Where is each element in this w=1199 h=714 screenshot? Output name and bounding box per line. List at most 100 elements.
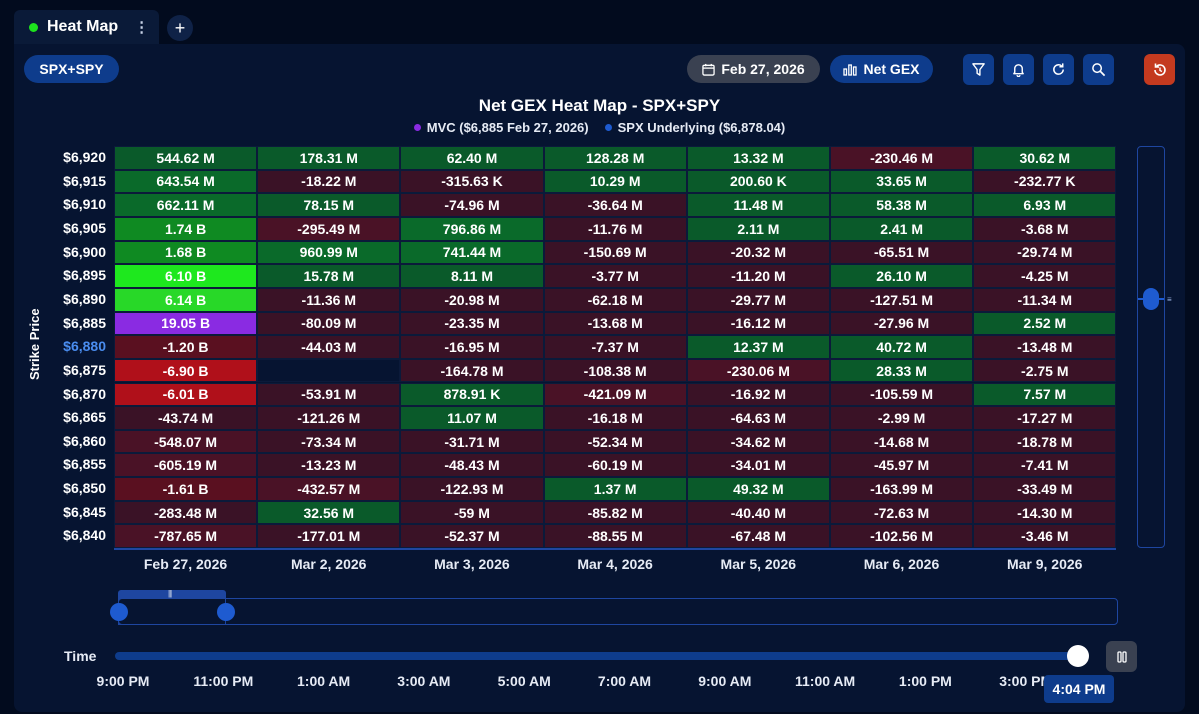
heatmap-cell[interactable]: 62.40 M <box>400 146 544 170</box>
heatmap-cell[interactable]: -16.95 M <box>400 335 544 359</box>
heatmap-cell[interactable]: -53.91 M <box>257 382 401 407</box>
heatmap-cell[interactable]: -1.20 B <box>114 335 258 359</box>
heatmap-cell[interactable]: -16.18 M <box>543 406 687 430</box>
heatmap-cell[interactable]: -23.35 M <box>400 311 544 336</box>
heatmap-cell[interactable]: -67.48 M <box>686 524 830 549</box>
legend-item-mvc[interactable]: MVC ($6,885 Feb 27, 2026) <box>413 120 589 135</box>
heatmap-cell[interactable]: -7.41 M <box>973 453 1117 478</box>
heatmap-cell[interactable]: -13.68 M <box>543 311 687 336</box>
vertical-slider-handle[interactable] <box>1143 288 1159 310</box>
heatmap-cell[interactable]: 12.37 M <box>686 335 830 359</box>
heatmap-cell[interactable]: -11.34 M <box>973 287 1117 312</box>
heatmap-cell[interactable]: -283.48 M <box>114 500 258 525</box>
heatmap-cell[interactable]: -18.78 M <box>973 429 1117 454</box>
heatmap-cell[interactable]: 11.07 M <box>400 406 544 430</box>
heatmap-cell[interactable]: 741.44 M <box>400 240 544 265</box>
time-slider-handle[interactable] <box>1067 645 1089 667</box>
heatmap-cell[interactable]: -16.92 M <box>686 382 830 407</box>
heatmap-cell[interactable]: 32.56 M <box>257 500 401 525</box>
heatmap-cell[interactable]: -7.37 M <box>543 335 687 359</box>
heatmap-cell[interactable]: -150.69 M <box>543 240 687 265</box>
heatmap-cell[interactable]: -3.77 M <box>543 264 687 288</box>
heatmap-cell[interactable]: -31.71 M <box>400 429 544 454</box>
heatmap-cell[interactable]: 19.05 B <box>114 311 258 336</box>
horizontal-slider-left-handle[interactable] <box>110 603 128 621</box>
heatmap-cell[interactable]: -40.40 M <box>686 500 830 525</box>
heatmap-cell[interactable]: -163.99 M <box>830 477 974 501</box>
heatmap-cell[interactable]: 128.28 M <box>543 146 687 170</box>
heatmap-cell[interactable]: -60.19 M <box>543 453 687 478</box>
heatmap-cell[interactable]: -127.51 M <box>830 287 974 312</box>
heatmap-cell[interactable]: -13.48 M <box>973 335 1117 359</box>
heatmap-cell[interactable]: 8.11 M <box>400 264 544 288</box>
heatmap-cell[interactable]: -44.03 M <box>257 335 401 359</box>
heatmap-cell[interactable]: 13.32 M <box>686 146 830 170</box>
heatmap-cell[interactable]: -43.74 M <box>114 406 258 430</box>
heatmap-cell[interactable]: -29.77 M <box>686 287 830 312</box>
heatmap-cell[interactable]: -80.09 M <box>257 311 401 336</box>
heatmap-cell[interactable]: -74.96 M <box>400 193 544 217</box>
add-tab-button[interactable]: + <box>167 15 193 41</box>
heatmap-cell[interactable]: 1.74 B <box>114 216 258 241</box>
heatmap-cell[interactable]: -13.23 M <box>257 453 401 478</box>
heatmap-cell[interactable]: 33.65 M <box>830 169 974 194</box>
reset-button[interactable] <box>1144 54 1175 85</box>
heatmap-cell[interactable]: -18.22 M <box>257 169 401 194</box>
heatmap-cell[interactable]: -29.74 M <box>973 240 1117 265</box>
refresh-button[interactable] <box>1043 54 1074 85</box>
heatmap-cell[interactable]: 58.38 M <box>830 193 974 217</box>
heatmap-cell[interactable]: 662.11 M <box>114 193 258 217</box>
symbol-selector[interactable]: SPX+SPY <box>24 55 119 83</box>
horizontal-slider-right-handle[interactable] <box>217 603 235 621</box>
heatmap-cell[interactable]: -20.98 M <box>400 287 544 312</box>
heatmap-cell[interactable]: -16.12 M <box>686 311 830 336</box>
metric-selector-button[interactable]: Net GEX <box>830 55 933 83</box>
heatmap-cell[interactable]: -11.20 M <box>686 264 830 288</box>
heatmap-cell[interactable]: -45.97 M <box>830 453 974 478</box>
heatmap-cell[interactable]: 2.52 M <box>973 311 1117 336</box>
heatmap-cell[interactable]: 544.62 M <box>114 146 258 170</box>
heatmap-cell[interactable]: -17.27 M <box>973 406 1117 430</box>
legend-item-underlying[interactable]: SPX Underlying ($6,878.04) <box>604 120 785 135</box>
heatmap-cell[interactable]: -102.56 M <box>830 524 974 549</box>
heatmap-cell[interactable]: 11.48 M <box>686 193 830 217</box>
heatmap-cell[interactable]: 643.54 M <box>114 169 258 194</box>
heatmap-cell[interactable]: 7.57 M <box>973 382 1117 407</box>
heatmap-cell[interactable]: -787.65 M <box>114 524 258 549</box>
heatmap-cell[interactable]: 960.99 M <box>257 240 401 265</box>
heatmap-cell[interactable]: -36.64 M <box>543 193 687 217</box>
heatmap-cell[interactable]: -14.68 M <box>830 429 974 454</box>
heatmap-cell[interactable]: 1.37 M <box>543 477 687 501</box>
heatmap-cell[interactable]: -3.46 M <box>973 524 1117 549</box>
heatmap-cell[interactable]: -105.59 M <box>830 382 974 407</box>
heatmap-cell[interactable]: 878.91 K <box>400 382 544 407</box>
horizontal-zoom-slider[interactable] <box>118 598 1118 625</box>
heatmap-cell[interactable]: 6.14 B <box>114 287 258 312</box>
horizontal-slider-selection[interactable] <box>118 590 226 599</box>
heatmap-cell[interactable]: 2.11 M <box>686 216 830 241</box>
heatmap-cell[interactable]: -3.68 M <box>973 216 1117 241</box>
heatmap-cell[interactable]: -34.01 M <box>686 453 830 478</box>
heatmap-cell[interactable]: 1.68 B <box>114 240 258 265</box>
heatmap-cell[interactable]: 15.78 M <box>257 264 401 288</box>
date-picker-button[interactable]: Feb 27, 2026 <box>687 55 820 83</box>
heatmap-cell[interactable]: -605.19 M <box>114 453 258 478</box>
heatmap-cell[interactable]: 40.72 M <box>830 335 974 359</box>
heatmap-cell[interactable]: 796.86 M <box>400 216 544 241</box>
heatmap-cell[interactable]: -64.63 M <box>686 406 830 430</box>
heatmap-cell[interactable]: 78.15 M <box>257 193 401 217</box>
heatmap-cell[interactable]: 6.93 M <box>973 193 1117 217</box>
heatmap-cell[interactable]: -88.55 M <box>543 524 687 549</box>
heatmap-cell[interactable]: -432.57 M <box>257 477 401 501</box>
heatmap-cell[interactable]: -20.32 M <box>686 240 830 265</box>
tab-heat-map[interactable]: Heat Map ⋮ <box>14 10 159 44</box>
vertical-zoom-slider[interactable] <box>1137 146 1165 548</box>
heatmap-cell[interactable]: 2.41 M <box>830 216 974 241</box>
heatmap-cell[interactable]: -6.90 B <box>114 358 258 383</box>
heatmap-cell[interactable]: -52.37 M <box>400 524 544 549</box>
zoom-button[interactable] <box>1083 54 1114 85</box>
heatmap-cell[interactable]: -230.06 M <box>686 358 830 383</box>
heatmap-cell[interactable]: -59 M <box>400 500 544 525</box>
heatmap-cell[interactable]: -11.76 M <box>543 216 687 241</box>
alert-button[interactable] <box>1003 54 1034 85</box>
